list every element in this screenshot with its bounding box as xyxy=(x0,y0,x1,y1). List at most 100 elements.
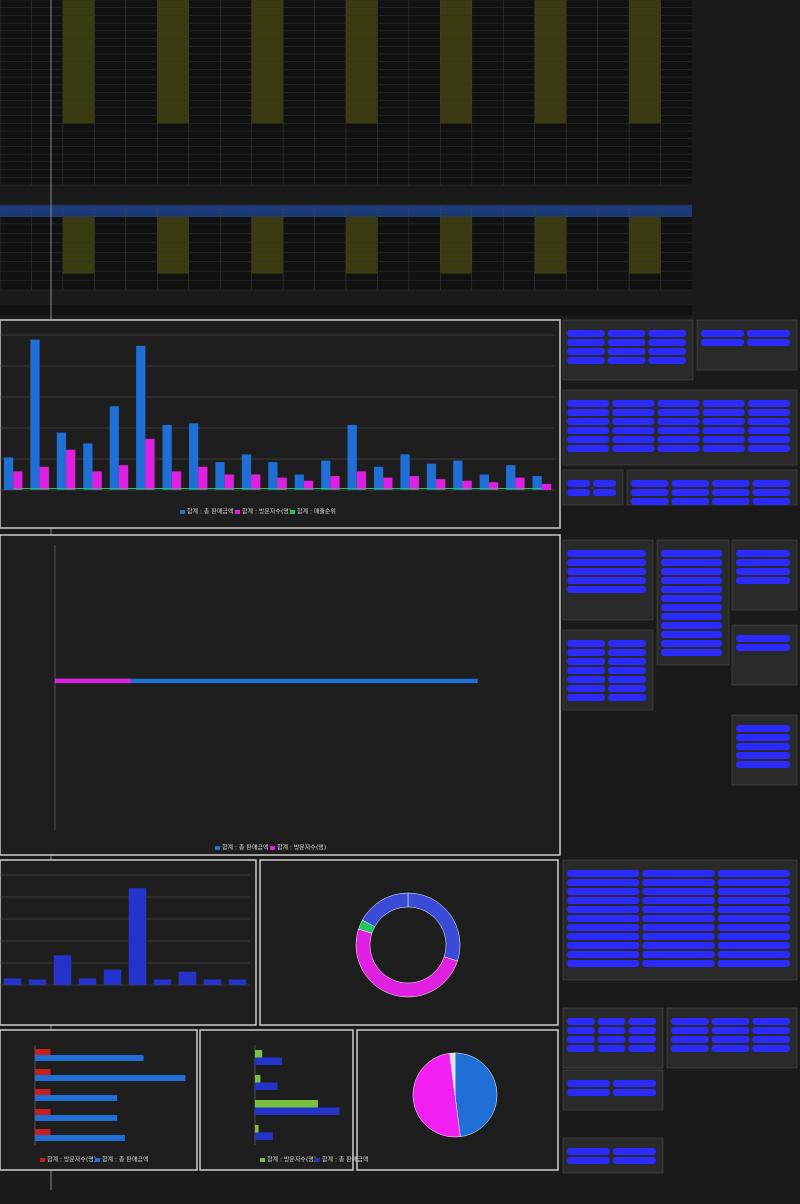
slicer-button[interactable] xyxy=(736,725,790,732)
slicer-button[interactable] xyxy=(712,489,750,496)
slicer-button[interactable] xyxy=(593,489,616,496)
slicer-button[interactable] xyxy=(648,357,686,364)
slicer-button[interactable] xyxy=(752,1045,790,1052)
slicer-button[interactable] xyxy=(752,1027,790,1034)
slicer-button[interactable] xyxy=(642,879,715,886)
slicer-button[interactable] xyxy=(712,498,750,505)
slicer-button[interactable] xyxy=(711,1036,750,1043)
slicer-button[interactable] xyxy=(702,400,745,407)
slicer-button[interactable] xyxy=(712,480,750,487)
slicer-button[interactable] xyxy=(567,1080,610,1087)
slicer-button[interactable] xyxy=(608,676,646,683)
slicer-button[interactable] xyxy=(567,879,640,886)
slicer-button[interactable] xyxy=(597,1045,626,1052)
slicer-button[interactable] xyxy=(613,1089,656,1096)
slicer-button[interactable] xyxy=(671,498,710,505)
slicer-button[interactable] xyxy=(567,897,640,904)
slicer-button[interactable] xyxy=(657,427,700,434)
slicer-button[interactable] xyxy=(671,489,710,496)
slicer-button[interactable] xyxy=(671,1018,709,1025)
slicer-button[interactable] xyxy=(717,915,790,922)
slicer-button[interactable] xyxy=(661,577,722,584)
slicer-button[interactable] xyxy=(642,942,715,949)
slicer-button[interactable] xyxy=(613,1148,656,1155)
slicer-button[interactable] xyxy=(567,550,646,557)
slicer-button[interactable] xyxy=(752,1036,790,1043)
slicer-button[interactable] xyxy=(567,1036,595,1043)
slicer-button[interactable] xyxy=(567,951,640,958)
slicer-button[interactable] xyxy=(657,400,700,407)
slicer-button[interactable] xyxy=(607,348,646,355)
slicer-button[interactable] xyxy=(631,480,669,487)
slicer-button[interactable] xyxy=(567,649,605,656)
slicer-button[interactable] xyxy=(702,418,745,425)
slicer-button[interactable] xyxy=(747,330,790,337)
slicer-button[interactable] xyxy=(607,339,646,346)
slicer-button[interactable] xyxy=(642,870,715,877)
slicer-button[interactable] xyxy=(631,498,669,505)
slicer-button[interactable] xyxy=(736,752,790,759)
slicer-button[interactable] xyxy=(736,559,790,566)
slicer-button[interactable] xyxy=(567,489,590,496)
slicer-button[interactable] xyxy=(567,1148,610,1155)
slicer-button[interactable] xyxy=(752,498,791,505)
slicer-button[interactable] xyxy=(567,933,640,940)
slicer-button[interactable] xyxy=(648,348,686,355)
slicer-button[interactable] xyxy=(567,1045,595,1052)
slicer-button[interactable] xyxy=(567,1157,610,1164)
slicer-button[interactable] xyxy=(567,685,605,692)
slicer-button[interactable] xyxy=(671,1045,709,1052)
slicer-button[interactable] xyxy=(607,330,646,337)
slicer-button[interactable] xyxy=(747,400,790,407)
slicer-button[interactable] xyxy=(612,436,655,443)
slicer-button[interactable] xyxy=(567,445,610,452)
slicer-button[interactable] xyxy=(608,685,646,692)
slicer-button[interactable] xyxy=(567,480,590,487)
slicer-button[interactable] xyxy=(671,1036,709,1043)
slicer-button[interactable] xyxy=(657,409,700,416)
slicer-button[interactable] xyxy=(711,1018,750,1025)
slicer-button[interactable] xyxy=(612,409,655,416)
slicer-button[interactable] xyxy=(613,1157,656,1164)
slicer-button[interactable] xyxy=(567,400,610,407)
slicer-button[interactable] xyxy=(567,559,646,566)
slicer-button[interactable] xyxy=(567,1018,595,1025)
slicer-button[interactable] xyxy=(702,409,745,416)
slicer-button[interactable] xyxy=(736,577,790,584)
slicer-button[interactable] xyxy=(717,906,790,913)
slicer-button[interactable] xyxy=(613,1080,656,1087)
slicer-button[interactable] xyxy=(597,1027,626,1034)
slicer-button[interactable] xyxy=(702,427,745,434)
slicer-button[interactable] xyxy=(747,418,790,425)
slicer-button[interactable] xyxy=(717,897,790,904)
slicer-button[interactable] xyxy=(752,489,791,496)
slicer-button[interactable] xyxy=(567,568,646,575)
slicer-button[interactable] xyxy=(717,879,790,886)
slicer-button[interactable] xyxy=(597,1036,626,1043)
slicer-button[interactable] xyxy=(631,489,669,496)
slicer-button[interactable] xyxy=(736,550,790,557)
slicer-button[interactable] xyxy=(747,445,790,452)
slicer-button[interactable] xyxy=(567,577,646,584)
slicer-button[interactable] xyxy=(661,631,722,638)
slicer-button[interactable] xyxy=(661,604,722,611)
slicer-button[interactable] xyxy=(648,339,686,346)
slicer-button[interactable] xyxy=(752,480,791,487)
slicer-button[interactable] xyxy=(567,676,605,683)
slicer-button[interactable] xyxy=(711,1045,750,1052)
slicer-button[interactable] xyxy=(567,339,605,346)
slicer-button[interactable] xyxy=(642,906,715,913)
slicer-button[interactable] xyxy=(567,427,610,434)
slicer-button[interactable] xyxy=(567,694,605,701)
slicer-button[interactable] xyxy=(608,667,646,674)
slicer-button[interactable] xyxy=(717,924,790,931)
slicer-button[interactable] xyxy=(567,915,640,922)
slicer-button[interactable] xyxy=(717,933,790,940)
slicer-button[interactable] xyxy=(612,400,655,407)
slicer-button[interactable] xyxy=(642,897,715,904)
slicer-button[interactable] xyxy=(642,915,715,922)
slicer-button[interactable] xyxy=(612,418,655,425)
slicer-button[interactable] xyxy=(747,409,790,416)
slicer-button[interactable] xyxy=(752,1018,790,1025)
slicer-button[interactable] xyxy=(736,568,790,575)
